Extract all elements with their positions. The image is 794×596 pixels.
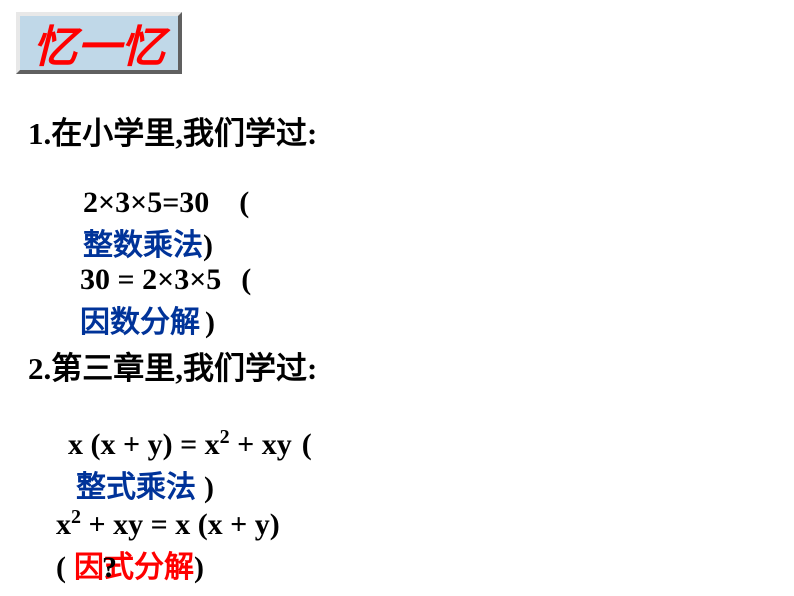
paren-left: (	[241, 263, 251, 297]
eq2-question: ?	[102, 551, 117, 585]
eq1-label: 整数乘法	[83, 229, 203, 262]
paren-left: (	[239, 186, 249, 220]
title-box: 忆一忆	[16, 12, 182, 74]
eq2-expression: 30 = 2×3×5	[80, 263, 221, 296]
title-text: 忆一忆	[33, 11, 165, 75]
paren-left: (	[56, 551, 66, 585]
eq1-rhs-rest: + xy	[230, 428, 292, 461]
section1-text: 在小学里,我们学过:	[51, 116, 317, 151]
paren-right: )	[203, 229, 213, 263]
section2-text: 第三章里,我们学过:	[51, 351, 317, 386]
eq2-lhs-x: x	[56, 508, 71, 541]
paren-right: )	[205, 306, 215, 340]
section2-num: 2.	[28, 351, 51, 386]
section1-num: 1.	[28, 116, 51, 151]
eq2-label: 因数分解	[80, 306, 200, 339]
eq2-lhs-sup: 2	[71, 506, 81, 528]
eq2-lhs-rest: + xy = x (x + y)	[81, 508, 280, 541]
eq1-rhs-x: x	[205, 428, 220, 461]
section1-heading: 1.在小学里,我们学过:	[28, 108, 317, 153]
eq1-rhs-sup: 2	[220, 426, 230, 448]
section1-eq2: 30 = 2×3×5 ( 因数分解)	[80, 263, 317, 341]
paren-right: )	[194, 551, 204, 585]
section2-heading: 2.第三章里,我们学过:	[28, 343, 317, 388]
section2-eq1: x (x + y) = x2 + xy ( 整式乘法)	[68, 426, 317, 506]
eq2-label-b: 式分解	[104, 551, 194, 584]
eq2-label-a: 因	[74, 551, 104, 584]
eq1-lhs: x (x + y) =	[68, 428, 205, 461]
content: 1.在小学里,我们学过: 2×3×5=30(整数乘法) 30 = 2×3×5(因…	[28, 108, 317, 153]
section1-eq1: 2×3×5=30 ( 整数乘法)	[83, 186, 317, 264]
paren-left: (	[302, 428, 312, 462]
section2-eq2: x2 + xy = x (x + y) (因?式分解)	[56, 506, 317, 586]
paren-right: )	[204, 471, 214, 505]
eq1-expression: 2×3×5=30	[83, 186, 209, 219]
eq1-label: 整式乘法	[76, 471, 196, 504]
